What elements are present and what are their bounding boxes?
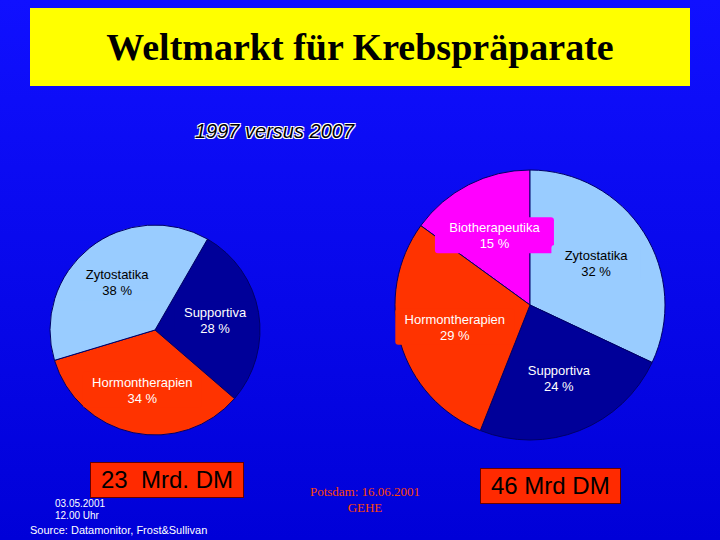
html-text:03.05.2001: 03.05.2001 xyxy=(55,498,106,509)
html-text:12.00 Uhr: 12.00 Uhr xyxy=(55,510,99,521)
svg-text:38 %: 38 % xyxy=(102,283,132,298)
html-text:46 Mrd DM: 46 Mrd DM xyxy=(491,472,610,499)
svg-text:29 %: 29 % xyxy=(440,328,470,343)
html-text:23 Mrd. DM: 23 Mrd. DM xyxy=(101,466,233,493)
html-text:Potsdam: 16.06.2001: Potsdam: 16.06.2001 xyxy=(309,484,421,499)
html-text:Source: Datamonitor, Frost&Sul: Source: Datamonitor, Frost&Sullivan xyxy=(30,524,208,536)
svg-text:Zytostatika: Zytostatika xyxy=(86,267,150,282)
svg-text:34 %: 34 % xyxy=(128,391,158,406)
svg-text:32 %: 32 % xyxy=(581,264,611,279)
svg-text:Biotherapeutika: Biotherapeutika xyxy=(449,220,540,235)
svg-text:15 %: 15 % xyxy=(480,236,510,251)
svg-text:24 %: 24 % xyxy=(544,379,574,394)
svg-text:Hormontherapien: Hormontherapien xyxy=(92,375,192,390)
svg-text:28 %: 28 % xyxy=(200,321,230,336)
svg-text:Zytostatika: Zytostatika xyxy=(565,248,629,263)
svg-text:Supportiva: Supportiva xyxy=(528,363,591,378)
svg-text:Hormontherapien: Hormontherapien xyxy=(405,312,505,327)
html-text:1997 versus 2007: 1997 versus 2007 xyxy=(195,120,354,142)
html-text:GEHE: GEHE xyxy=(347,500,383,515)
html-text:Weltmarkt für Krebspräparate: Weltmarkt für Krebspräparate xyxy=(106,26,614,68)
svg-text:Supportiva: Supportiva xyxy=(184,305,247,320)
